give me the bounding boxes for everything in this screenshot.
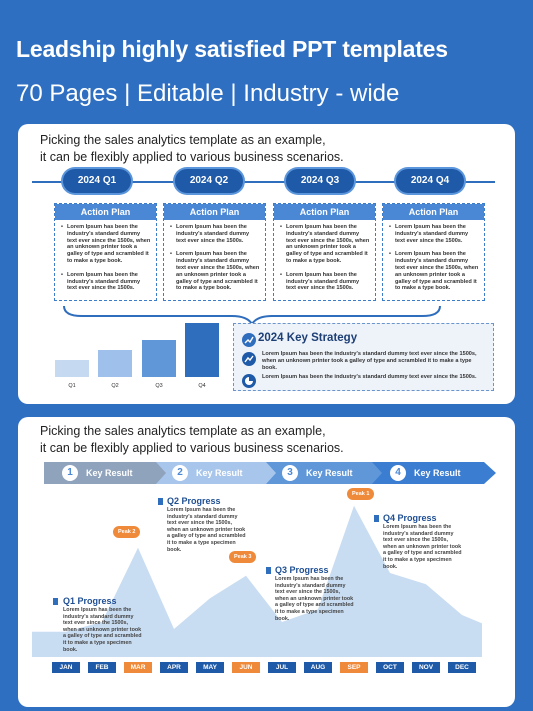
peak-badge-2: Peak 2 xyxy=(113,526,141,538)
hero-subtitle: 70 Pages | Editable | Industry - wide xyxy=(16,80,400,107)
action-plan-card: Action Plan Lorem Ipsum has been the ind… xyxy=(273,203,376,301)
month-label: FEB xyxy=(88,662,116,673)
key-result-number: 2 xyxy=(172,465,188,481)
action-plan-text: Lorem Ipsum has been the industry's stan… xyxy=(170,251,260,292)
quarter-bar xyxy=(55,359,89,377)
q4-progress-text: Lorem Ipsum has been the industry's stan… xyxy=(383,524,462,570)
monthly-area-chart xyxy=(32,505,482,657)
q2-progress-title: Q2 Progress xyxy=(167,496,221,506)
month-label: JUN xyxy=(232,662,260,673)
bar-label: Q1 xyxy=(68,383,76,389)
quarter-bar xyxy=(142,339,176,377)
action-plan-text: Lorem Ipsum has been the industry's stan… xyxy=(170,224,260,244)
sales-analytics-slide-1: Picking the sales analytics template as … xyxy=(18,124,515,404)
key-result-number: 4 xyxy=(390,465,406,481)
month-label: DEC xyxy=(448,662,476,673)
progress-marker xyxy=(158,498,163,505)
month-label: MAR xyxy=(124,662,152,673)
bar-label: Q3 xyxy=(155,383,163,389)
peak-badge-3: Peak 3 xyxy=(229,551,257,563)
action-plan-card: Action Plan Lorem Ipsum has been the ind… xyxy=(54,203,157,301)
progress-marker xyxy=(53,598,58,605)
month-label: AUG xyxy=(304,662,332,673)
quarter-pill-q4: 2024 Q4 xyxy=(396,169,464,193)
q4-progress-title: Q4 Progress xyxy=(383,513,437,523)
progress-marker xyxy=(374,515,379,522)
key-strategy-title: 2024 Key Strategy xyxy=(258,332,358,344)
slide-intro: Picking the sales analytics template as … xyxy=(40,423,344,457)
strategy-trend-icon xyxy=(242,352,256,366)
action-plan-text: Lorem Ipsum has been the industry's stan… xyxy=(61,272,151,292)
month-label: JUL xyxy=(268,662,296,673)
action-plan-title: Action Plan xyxy=(274,204,375,220)
quarter-pill-q1: 2024 Q1 xyxy=(63,169,131,193)
intro-line-2: it can be flexibly applied to various bu… xyxy=(40,150,344,164)
month-label: OCT xyxy=(376,662,404,673)
month-label: MAY xyxy=(196,662,224,673)
key-result-label: Key Result xyxy=(196,468,243,478)
action-plan-card: Action Plan Lorem Ipsum has been the ind… xyxy=(382,203,485,301)
action-plan-card: Action Plan Lorem Ipsum has been the ind… xyxy=(163,203,266,301)
strategy-trend-icon xyxy=(242,333,256,347)
action-plan-title: Action Plan xyxy=(55,204,156,220)
q3-progress-title: Q3 Progress xyxy=(275,565,329,575)
quarter-pill-q3: 2024 Q3 xyxy=(286,169,354,193)
bar-label: Q4 xyxy=(198,383,206,389)
key-result-label: Key Result xyxy=(86,468,133,478)
action-plan-text: Lorem Ipsum has been the industry's stan… xyxy=(280,272,370,292)
q1-progress-text: Lorem Ipsum has been the industry's stan… xyxy=(63,607,142,653)
peak-badge-1: Peak 1 xyxy=(347,488,375,500)
strategy-pie-icon xyxy=(242,374,256,388)
intro-line-1: Picking the sales analytics template as … xyxy=(40,424,326,438)
month-label: JAN xyxy=(52,662,80,673)
month-label: NOV xyxy=(412,662,440,673)
hero-title: Leadship highly satisfied PPT templates xyxy=(16,36,448,62)
action-plan-text: Lorem Ipsum has been the industry's stan… xyxy=(389,224,479,244)
q1-progress-title: Q1 Progress xyxy=(63,596,117,606)
quarter-bar xyxy=(185,323,219,377)
q2-progress-text: Lorem Ipsum has been the industry's stan… xyxy=(167,507,246,553)
action-plan-title: Action Plan xyxy=(383,204,484,220)
action-plan-text: Lorem Ipsum has been the industry's stan… xyxy=(389,251,479,292)
key-strategy-box: 2024 Key Strategy Lorem Ipsum has been t… xyxy=(233,323,494,391)
sales-analytics-slide-2: Picking the sales analytics template as … xyxy=(18,417,515,707)
quarter-bar xyxy=(98,350,132,377)
strategy-item-2: Lorem Ipsum has been the industry's stan… xyxy=(262,374,477,380)
key-result-label: Key Result xyxy=(414,468,461,478)
slide-intro: Picking the sales analytics template as … xyxy=(40,132,344,166)
month-label: SEP xyxy=(340,662,368,673)
timeline-line xyxy=(32,181,495,183)
bar-label: Q2 xyxy=(111,383,119,389)
quarter-pill-q2: 2024 Q2 xyxy=(175,169,243,193)
key-result-number: 3 xyxy=(282,465,298,481)
strategy-item-1: Lorem Ipsum has been the industry's stan… xyxy=(262,351,477,371)
intro-line-1: Picking the sales analytics template as … xyxy=(40,133,326,147)
progress-marker xyxy=(266,567,271,574)
area-series xyxy=(32,505,482,657)
action-plan-title: Action Plan xyxy=(164,204,265,220)
key-result-number: 1 xyxy=(62,465,78,481)
intro-line-2: it can be flexibly applied to various bu… xyxy=(40,441,344,455)
action-plan-text: Lorem Ipsum has been the industry's stan… xyxy=(280,224,370,265)
action-plan-text: Lorem Ipsum has been the industry's stan… xyxy=(61,224,151,265)
month-label: APR xyxy=(160,662,188,673)
q3-progress-text: Lorem Ipsum has been the industry's stan… xyxy=(275,576,354,622)
key-result-label: Key Result xyxy=(306,468,353,478)
